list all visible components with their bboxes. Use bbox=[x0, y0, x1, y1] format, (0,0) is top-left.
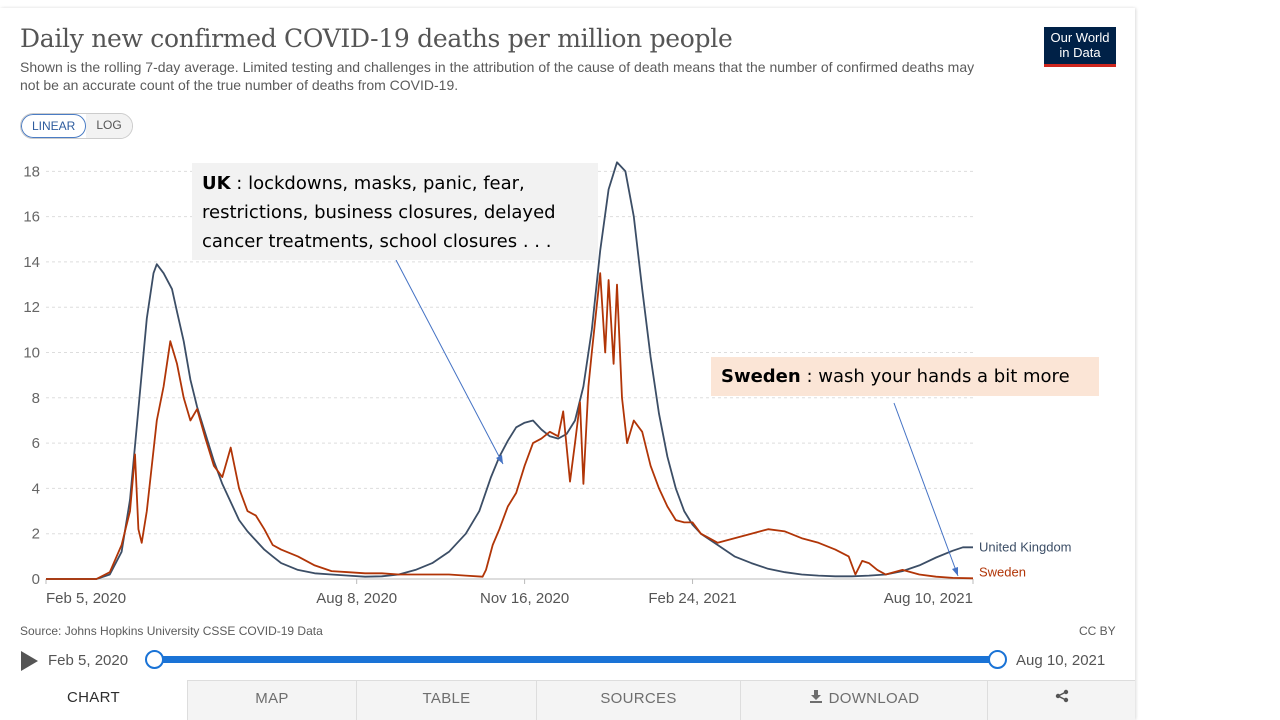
logo-line-2: in Data bbox=[1059, 45, 1101, 60]
uk-annotation-text: : lockdowns, masks, panic, fear, restric… bbox=[202, 173, 556, 252]
logo-line-1: Our World bbox=[1050, 30, 1110, 45]
line-chart: 0 2 4 6 8 10 12 14 16 18 Feb 5, 2020 Aug 8, 2020 Nov… bbox=[23, 161, 1072, 607]
y-tick-label: 6 bbox=[32, 435, 40, 452]
owid-logo[interactable]: Our World in Data bbox=[1044, 27, 1116, 67]
tab-sources[interactable]: SOURCES bbox=[536, 680, 740, 720]
timeline: Feb 5, 2020 Aug 10, 2021 bbox=[0, 646, 1135, 676]
y-tick-label: 8 bbox=[32, 390, 40, 407]
tab-bar: CHART MAP TABLE SOURCES DOWNLOAD bbox=[0, 680, 1135, 720]
chart-subtitle: Shown is the rolling 7-day average. Limi… bbox=[20, 59, 975, 93]
uk-annotation: UK : lockdowns, masks, panic, fear, rest… bbox=[192, 163, 598, 260]
y-tick-label: 0 bbox=[32, 571, 40, 588]
y-tick-label: 12 bbox=[23, 299, 40, 316]
chart-title: Daily new confirmed COVID-19 deaths per … bbox=[20, 24, 733, 53]
sweden-annotation-label: Sweden bbox=[721, 366, 801, 387]
x-tick-label: Aug 10, 2021 bbox=[884, 590, 973, 607]
scale-toggle: LINEAR LOG bbox=[20, 113, 133, 139]
series-line-sweden bbox=[46, 272, 974, 580]
timeline-end-label: Aug 10, 2021 bbox=[1016, 652, 1106, 669]
download-label: DOWNLOAD bbox=[828, 690, 920, 707]
timeline-start-label: Feb 5, 2020 bbox=[48, 652, 129, 669]
uk-annotation-arrow bbox=[395, 259, 504, 465]
linear-scale-button[interactable]: LINEAR bbox=[21, 114, 87, 138]
license-link[interactable]: CC BY bbox=[1079, 624, 1116, 638]
timeline-end-handle[interactable] bbox=[988, 650, 1007, 669]
sweden-annotation-text: : wash your hands a bit more bbox=[800, 366, 1070, 387]
log-scale-button[interactable]: LOG bbox=[86, 114, 132, 138]
tab-table[interactable]: TABLE bbox=[356, 680, 536, 720]
tab-download[interactable]: DOWNLOAD bbox=[740, 680, 987, 720]
tab-share[interactable] bbox=[987, 680, 1135, 720]
source-note[interactable]: Source: Johns Hopkins University CSSE CO… bbox=[20, 624, 323, 638]
play-icon[interactable] bbox=[21, 651, 38, 671]
y-tick-label: 2 bbox=[32, 526, 40, 543]
sweden-arrow-head bbox=[952, 567, 958, 576]
x-tick-label: Feb 5, 2020 bbox=[46, 590, 126, 607]
uk-annotation-label: UK bbox=[202, 173, 231, 194]
timeline-track[interactable] bbox=[153, 656, 996, 663]
sweden-annotation-arrow bbox=[893, 402, 959, 577]
sweden-annotation: Sweden : wash your hands a bit more bbox=[711, 357, 1099, 396]
series-label: United Kingdom bbox=[979, 539, 1072, 554]
timeline-start-handle[interactable] bbox=[145, 650, 164, 669]
series-label: Sweden bbox=[979, 564, 1026, 579]
y-tick-label: 10 bbox=[23, 345, 40, 362]
download-icon bbox=[809, 681, 823, 717]
y-tick-label: 16 bbox=[23, 209, 40, 226]
x-tick-label: Nov 16, 2020 bbox=[480, 590, 569, 607]
y-tick-label: 4 bbox=[32, 480, 40, 497]
y-tick-label: 14 bbox=[23, 254, 40, 271]
series-line-united-kingdom bbox=[46, 161, 973, 580]
uk-arrow-head bbox=[496, 455, 503, 464]
tab-chart[interactable]: CHART bbox=[0, 680, 187, 720]
y-tick-label: 18 bbox=[23, 163, 40, 180]
x-tick-label: Aug 8, 2020 bbox=[316, 590, 397, 607]
tab-map[interactable]: MAP bbox=[187, 680, 356, 720]
share-icon bbox=[1055, 681, 1069, 717]
x-tick-label: Feb 24, 2021 bbox=[648, 590, 736, 607]
